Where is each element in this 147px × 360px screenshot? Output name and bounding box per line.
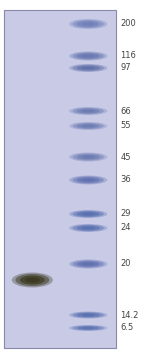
Text: 20: 20 <box>121 260 131 269</box>
Bar <box>4 10 116 348</box>
Ellipse shape <box>81 226 95 229</box>
Ellipse shape <box>77 326 100 330</box>
Text: 66: 66 <box>121 107 131 116</box>
Text: 55: 55 <box>121 122 131 130</box>
Ellipse shape <box>81 179 95 181</box>
Ellipse shape <box>69 19 107 29</box>
Ellipse shape <box>77 313 100 317</box>
Ellipse shape <box>72 211 104 217</box>
Ellipse shape <box>72 312 104 318</box>
Text: 200: 200 <box>121 19 136 28</box>
Ellipse shape <box>77 21 100 27</box>
Text: 14.2: 14.2 <box>121 310 139 320</box>
Ellipse shape <box>69 175 107 184</box>
Ellipse shape <box>77 53 100 59</box>
Ellipse shape <box>72 153 104 161</box>
Ellipse shape <box>77 66 100 71</box>
Ellipse shape <box>77 109 100 113</box>
Ellipse shape <box>69 210 107 218</box>
Ellipse shape <box>69 224 107 232</box>
Ellipse shape <box>81 156 95 158</box>
Ellipse shape <box>72 260 104 268</box>
Text: 45: 45 <box>121 153 131 162</box>
Ellipse shape <box>77 212 100 216</box>
Ellipse shape <box>25 277 40 283</box>
Text: 116: 116 <box>121 51 136 60</box>
Ellipse shape <box>77 123 100 129</box>
Ellipse shape <box>81 213 95 215</box>
Ellipse shape <box>72 225 104 231</box>
Ellipse shape <box>72 52 104 60</box>
Text: 97: 97 <box>121 63 131 72</box>
Ellipse shape <box>81 314 95 316</box>
Ellipse shape <box>12 273 53 288</box>
Ellipse shape <box>69 153 107 162</box>
Ellipse shape <box>69 51 107 60</box>
Ellipse shape <box>72 176 104 184</box>
Ellipse shape <box>72 325 104 330</box>
Ellipse shape <box>81 125 95 127</box>
Ellipse shape <box>72 20 104 28</box>
Ellipse shape <box>69 260 107 269</box>
Ellipse shape <box>81 67 95 69</box>
Ellipse shape <box>77 226 100 230</box>
Ellipse shape <box>69 64 107 72</box>
Ellipse shape <box>69 325 107 331</box>
Ellipse shape <box>72 123 104 129</box>
Ellipse shape <box>72 108 104 114</box>
Ellipse shape <box>81 22 95 26</box>
Ellipse shape <box>69 122 107 130</box>
Ellipse shape <box>81 54 95 58</box>
Ellipse shape <box>81 327 95 329</box>
Text: 6.5: 6.5 <box>121 324 134 333</box>
Text: 29: 29 <box>121 210 131 219</box>
Ellipse shape <box>77 261 100 267</box>
Ellipse shape <box>72 65 104 71</box>
Ellipse shape <box>20 275 45 284</box>
Ellipse shape <box>81 262 95 266</box>
Text: 36: 36 <box>121 175 131 184</box>
Ellipse shape <box>77 177 100 183</box>
Ellipse shape <box>15 274 49 286</box>
Ellipse shape <box>81 109 95 112</box>
Text: 24: 24 <box>121 224 131 233</box>
Ellipse shape <box>69 311 107 319</box>
Ellipse shape <box>77 154 100 160</box>
Ellipse shape <box>69 107 107 115</box>
